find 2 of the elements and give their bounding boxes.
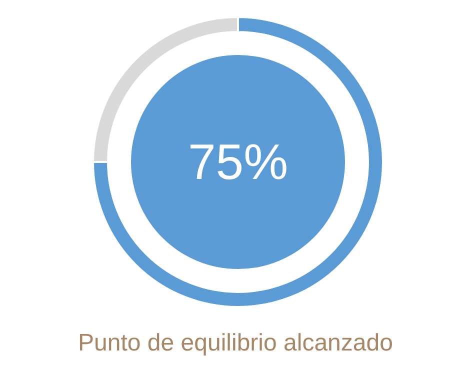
data-label: 75% <box>188 134 288 190</box>
text: Punto de equilibrio alcanzado <box>78 330 393 356</box>
